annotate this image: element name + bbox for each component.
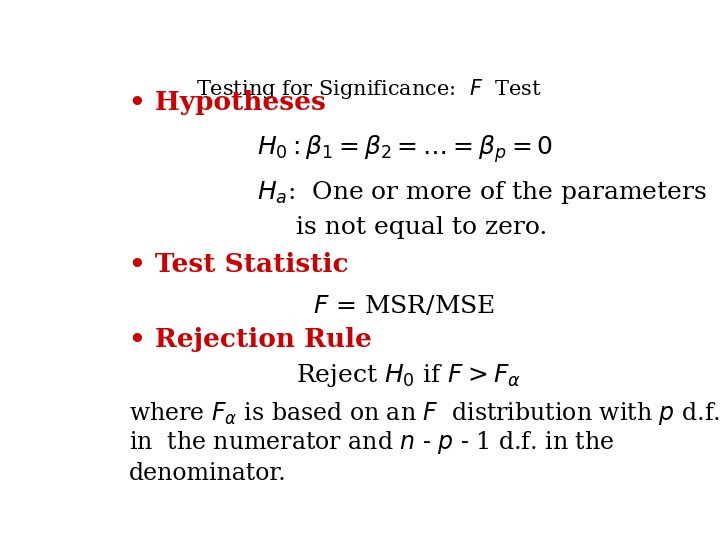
Text: in  the numerator and $n$ - $p$ - 1 d.f. in the: in the numerator and $n$ - $p$ - 1 d.f. … (129, 429, 614, 456)
Text: is not equal to zero.: is not equal to zero. (297, 217, 548, 239)
Text: • Rejection Rule: • Rejection Rule (129, 327, 372, 352)
Text: $H_a$:  One or more of the parameters: $H_a$: One or more of the parameters (258, 179, 707, 206)
Text: $F$ = MSR/MSE: $F$ = MSR/MSE (313, 294, 495, 319)
Text: • Test Statistic: • Test Statistic (129, 252, 348, 277)
Text: denominator.: denominator. (129, 462, 287, 485)
Text: Testing for Significance:  $F$  Test: Testing for Significance: $F$ Test (196, 77, 542, 102)
Text: $H_0: \beta_1 = \beta_2 = \ldots = \beta_p = 0$: $H_0: \beta_1 = \beta_2 = \ldots = \beta… (258, 133, 554, 165)
Text: Reject $H_0$ if $F > F_{\alpha}$: Reject $H_0$ if $F > F_{\alpha}$ (297, 362, 521, 389)
Text: where $F_{\alpha}$ is based on an $F$  distribution with $p$ d.f.: where $F_{\alpha}$ is based on an $F$ di… (129, 400, 720, 427)
Text: • Hypotheses: • Hypotheses (129, 90, 326, 114)
